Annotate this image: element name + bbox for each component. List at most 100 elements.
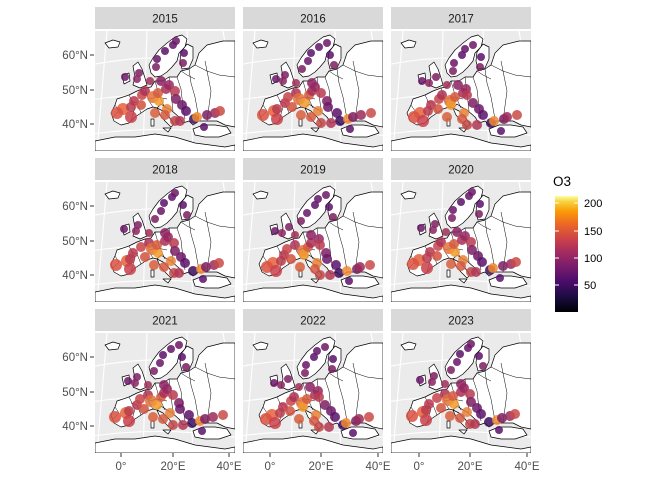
station-point — [167, 345, 175, 353]
facet-strip-label: 2022 — [300, 316, 326, 328]
station-point — [433, 104, 443, 114]
facet-strip-label: 2017 — [448, 14, 474, 26]
station-point — [477, 257, 487, 267]
map-area — [95, 31, 235, 151]
legend: O3 200 150 100 50 — [553, 174, 602, 312]
station-point — [364, 412, 374, 422]
station-point — [407, 258, 419, 270]
station-point — [466, 237, 476, 247]
station-point — [183, 211, 191, 219]
station-point — [124, 406, 134, 416]
station-point — [275, 408, 285, 418]
station-point — [314, 195, 322, 203]
x-tick-label-40e: 40°E — [365, 461, 390, 473]
station-point — [298, 402, 308, 412]
facet-strip — [243, 7, 383, 29]
station-point — [432, 251, 442, 261]
station-point — [208, 412, 218, 422]
station-point — [479, 362, 487, 370]
station-point — [306, 238, 316, 248]
facet-strip-label: 2015 — [152, 14, 178, 26]
station-point — [168, 420, 178, 430]
station-point — [475, 210, 483, 218]
station-point — [471, 267, 481, 277]
station-point — [271, 227, 279, 235]
station-point — [304, 57, 312, 65]
station-point — [175, 116, 185, 126]
station-point — [445, 411, 455, 421]
y-tick-label-60n: 60°N — [62, 201, 88, 213]
station-point — [437, 90, 447, 100]
station-point — [421, 405, 431, 415]
station-point — [181, 106, 191, 116]
station-point — [279, 77, 287, 85]
station-point — [125, 111, 137, 123]
station-point — [160, 199, 168, 207]
station-point — [322, 191, 330, 199]
station-point — [160, 110, 170, 120]
station-point — [110, 259, 122, 271]
station-point — [136, 100, 146, 110]
map-area — [391, 31, 531, 151]
facet-strip-label: 2016 — [300, 14, 326, 26]
station-point — [436, 237, 446, 247]
x-tick-label-0: 0° — [265, 461, 276, 473]
station-point — [295, 262, 305, 272]
station-point — [179, 201, 187, 209]
station-point — [321, 343, 329, 351]
x-tick-label-40e: 40°E — [514, 461, 539, 473]
station-point — [182, 363, 190, 371]
station-point — [285, 406, 295, 416]
facet-strip-label: 2020 — [448, 165, 474, 177]
station-point — [292, 79, 300, 87]
map-area — [391, 182, 531, 302]
station-point — [124, 263, 136, 275]
station-point — [455, 413, 465, 423]
station-point — [152, 63, 160, 71]
facet-strip — [95, 309, 235, 331]
station-point — [307, 49, 315, 57]
station-point — [406, 410, 418, 422]
station-point — [184, 410, 194, 420]
station-point — [315, 240, 325, 250]
station-point — [270, 379, 278, 387]
station-point — [295, 383, 303, 391]
station-point — [446, 259, 456, 269]
station-point — [140, 86, 150, 96]
y-tick-label-50n: 50°N — [62, 236, 88, 248]
station-point — [417, 224, 425, 232]
station-point — [290, 240, 300, 250]
station-point — [149, 260, 159, 270]
station-point — [323, 39, 331, 47]
station-point — [171, 189, 179, 197]
station-point — [153, 248, 163, 258]
station-point — [354, 414, 364, 424]
station-point — [257, 109, 269, 121]
station-point — [421, 262, 433, 274]
station-point — [476, 409, 486, 419]
station-point — [453, 358, 461, 366]
y-tick-label-60n: 60°N — [62, 50, 88, 62]
station-point — [329, 213, 337, 221]
station-point — [467, 340, 475, 348]
station-point — [497, 413, 507, 423]
station-point — [302, 361, 310, 369]
station-point — [284, 375, 292, 383]
station-point — [495, 426, 503, 434]
station-point — [294, 414, 304, 424]
station-point — [470, 419, 480, 429]
x-tick-label-20e: 20°E — [160, 461, 185, 473]
x-tick-label-0: 0° — [414, 461, 425, 473]
station-point — [326, 118, 336, 128]
station-point — [121, 73, 129, 81]
station-point — [146, 77, 154, 85]
station-point — [270, 265, 282, 277]
station-point — [462, 90, 472, 100]
station-point — [465, 389, 475, 399]
station-point — [420, 414, 432, 426]
station-point — [305, 382, 315, 392]
station-point — [158, 414, 168, 424]
facet-panel-2021: 2021 — [95, 309, 235, 453]
station-point — [512, 110, 522, 120]
station-point — [144, 381, 152, 389]
